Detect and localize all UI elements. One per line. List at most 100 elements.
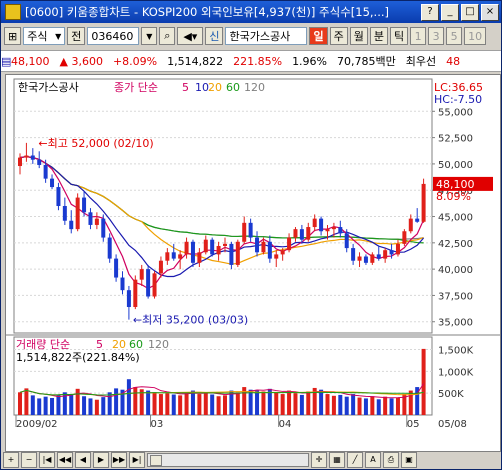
candle-body	[120, 277, 125, 291]
volume-bar	[312, 387, 317, 415]
legend-ma-120: 120	[244, 81, 265, 94]
volume-bar	[107, 392, 112, 415]
volume-bar	[344, 396, 349, 415]
scroll-last-icon[interactable]: ▶|	[129, 451, 145, 468]
window-title: [0600] 키움종합차트 - KOSPI200 외국인보유[4,937(천)]…	[25, 5, 390, 19]
volume-bar	[184, 392, 189, 415]
legend-ma-5: 5	[182, 81, 189, 94]
minimize-button[interactable]: _	[441, 3, 459, 21]
volume-bar	[94, 399, 99, 415]
volume-bar	[24, 388, 29, 415]
quote-amount: 70,785백만	[337, 55, 396, 68]
market-select[interactable]: 주식 ▼	[23, 27, 66, 45]
candle-body	[255, 237, 260, 253]
period-tick[interactable]: 틱	[389, 27, 409, 45]
help-button[interactable]: ?	[421, 3, 439, 21]
candle-body	[395, 243, 400, 255]
quote-change-pct: +8.09%	[112, 54, 158, 68]
candle-body	[184, 241, 189, 255]
volume-legend-20: 20	[112, 338, 126, 351]
pct-label: 8.09%	[436, 190, 471, 203]
interval-3[interactable]: 3	[428, 27, 445, 45]
volume-bar	[357, 397, 362, 415]
text-tool-icon[interactable]: A	[365, 451, 381, 468]
scroll-next-icon[interactable]: ▶	[93, 451, 109, 468]
period-day[interactable]: 일	[309, 27, 328, 45]
volume-bar	[395, 397, 400, 415]
volume-value-label: 1,514,822주(221.84%)	[16, 351, 140, 364]
save-icon[interactable]: ▣	[401, 451, 417, 468]
scroll-prev-icon[interactable]: ◀	[75, 451, 91, 468]
price-chart-svg[interactable]: 55,000 52,500 50,000 47,500 45,000 42,500 40,0…	[6, 75, 500, 451]
candle-body	[24, 155, 29, 158]
candle-body	[421, 183, 426, 222]
scrollbar[interactable]	[147, 452, 309, 467]
quote-vol-ratio: 221.85%	[233, 54, 283, 68]
zoom-out-icon[interactable]: −	[21, 451, 37, 468]
volume-bar	[216, 396, 221, 415]
x-axis-label: 2009/02	[16, 419, 58, 430]
prev-button[interactable]: 전	[67, 27, 86, 45]
candle-body	[133, 279, 138, 308]
volume-ma-60-line	[19, 389, 424, 396]
crosshair-icon[interactable]: ✛	[311, 451, 327, 468]
maximize-button[interactable]: □	[461, 3, 479, 21]
lc-label: LC:36.65	[434, 81, 483, 94]
period-week[interactable]: 주	[329, 27, 348, 45]
quote-bar: ▤ 48,100 ▲ 3,600 +8.09% 1,514,822 221.85…	[1, 50, 501, 72]
candle-body	[299, 229, 304, 240]
ma-10-line	[19, 155, 425, 278]
period-month[interactable]: 월	[349, 27, 368, 45]
candle-body	[351, 248, 356, 261]
close-button[interactable]: ×	[481, 3, 499, 21]
candle-body	[165, 252, 170, 261]
volume-bar	[402, 394, 407, 415]
volume-bar	[62, 392, 67, 415]
interval-10[interactable]: 10	[464, 27, 487, 45]
price-tick-label: 47,500	[438, 186, 473, 197]
volume-bar	[30, 395, 35, 415]
scroll-prev-page-icon[interactable]: ◀◀	[57, 451, 73, 468]
scroll-first-icon[interactable]: |◀	[39, 451, 55, 468]
candle-body	[139, 269, 144, 280]
volume-bar	[235, 392, 240, 415]
volume-bar	[88, 398, 93, 415]
scroll-thumb[interactable]	[150, 454, 162, 466]
volume-bar	[370, 396, 375, 415]
volume-bar	[280, 394, 285, 415]
interval-1[interactable]: 1	[410, 27, 427, 45]
candle-body	[357, 256, 362, 261]
volume-bar	[338, 394, 343, 415]
candle-body	[178, 254, 183, 259]
ma-5-line	[19, 155, 425, 290]
chart-area[interactable]: 55,000 52,500 50,000 47,500 45,000 42,500 40,0…	[5, 74, 501, 452]
stock-name-label: 한국가스공사	[229, 30, 291, 43]
zoom-in-icon[interactable]: +	[3, 451, 19, 468]
search-icon[interactable]: ⌕	[159, 27, 176, 45]
print-icon[interactable]: ⎙	[383, 451, 399, 468]
volume-bar	[126, 379, 131, 415]
period-minute[interactable]: 분	[369, 27, 388, 45]
scroll-next-page-icon[interactable]: ▶▶	[111, 451, 127, 468]
hc-label: HC:-7.50	[434, 93, 482, 106]
legend-stock-name: 한국가스공사	[18, 81, 79, 94]
volume-bar	[146, 390, 151, 415]
volume-bar	[274, 392, 279, 415]
volume-bar	[229, 390, 234, 415]
grid-icon[interactable]: ▦	[329, 451, 345, 468]
pin-icon[interactable]: ⊞	[4, 27, 22, 45]
volume-bar	[50, 397, 55, 415]
code-input[interactable]: 036460	[87, 27, 140, 45]
speaker-icon[interactable]: ◀▾	[177, 27, 204, 45]
price-badge-label: 48,100	[436, 178, 475, 191]
line-tool-icon[interactable]: ╱	[347, 451, 363, 468]
code-dropdown[interactable]: ▼	[141, 27, 158, 45]
interval-5[interactable]: 5	[446, 27, 463, 45]
candle-body	[69, 220, 74, 230]
price-tick-label: 50,000	[438, 160, 473, 171]
code-value: 036460	[91, 29, 134, 43]
volume-bar	[18, 392, 22, 415]
candle-body	[408, 218, 413, 232]
quote-last: 48	[446, 54, 461, 68]
candle-body	[331, 227, 336, 230]
